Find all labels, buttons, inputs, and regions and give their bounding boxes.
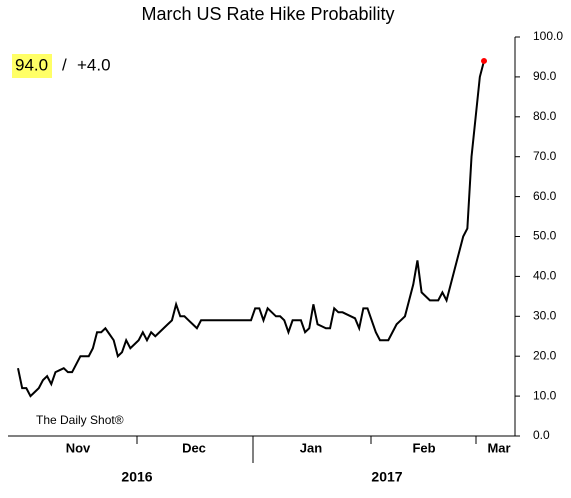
year-label: 2017 bbox=[371, 469, 402, 485]
last-point bbox=[481, 57, 487, 64]
x-tick-label: Jan bbox=[300, 440, 322, 455]
x-tick-label: Dec bbox=[182, 440, 206, 455]
y-tick-label: 60.0 bbox=[533, 189, 557, 203]
y-tick-label: 10.0 bbox=[533, 388, 557, 402]
chart-title: March US Rate Hike Probability bbox=[141, 4, 394, 24]
x-tick-label: Mar bbox=[487, 440, 510, 455]
y-tick-label: 100.0 bbox=[533, 29, 563, 43]
highlight bbox=[12, 54, 52, 78]
year-label: 2016 bbox=[121, 469, 152, 485]
annotation-change: +4.0 bbox=[77, 55, 111, 74]
source: The Daily Shot® bbox=[36, 413, 124, 427]
y-tick-label: 20.0 bbox=[533, 348, 557, 362]
annotation-value: 94.0 bbox=[15, 55, 48, 74]
y-tick-label: 90.0 bbox=[533, 69, 557, 83]
y-tick-label: 80.0 bbox=[533, 109, 557, 123]
line bbox=[17, 60, 485, 398]
annotation-separator: / bbox=[62, 55, 67, 74]
y-tick-label: 70.0 bbox=[533, 149, 557, 163]
y-tick-label: 30.0 bbox=[533, 308, 557, 322]
x-tick-label: Nov bbox=[66, 440, 91, 455]
y-tick-label: 40.0 bbox=[533, 269, 557, 283]
x-tick-label: Feb bbox=[412, 440, 435, 455]
y-tick-label: 0.0 bbox=[533, 428, 550, 442]
y-tick-label: 50.0 bbox=[533, 229, 557, 243]
